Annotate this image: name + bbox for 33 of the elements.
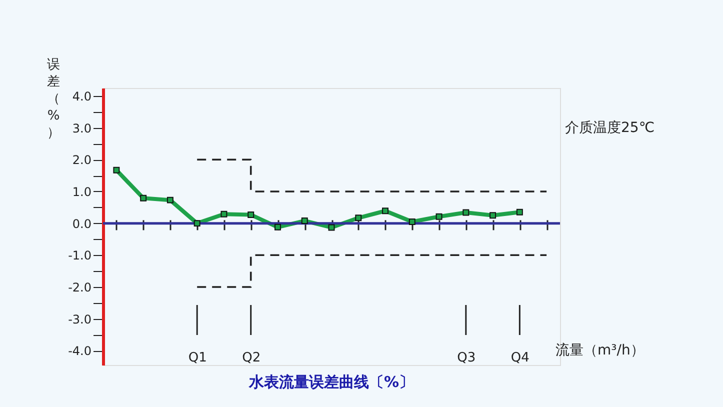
point	[113, 166, 120, 174]
x-axis-title: 流量（m³/h）	[556, 342, 644, 358]
point	[220, 210, 228, 218]
point	[408, 218, 416, 225]
y-tick-label: 1.0	[72, 184, 92, 199]
point	[248, 211, 254, 218]
point	[140, 194, 147, 202]
y-tick-label: -1.0	[68, 248, 92, 263]
text: 介质温度25℃	[565, 120, 655, 136]
y-tick-label: -4.0	[68, 344, 92, 358]
x-tick-label: Q4	[510, 350, 530, 366]
x-tick-label: Q1	[188, 350, 207, 366]
point	[301, 218, 308, 224]
point	[382, 208, 389, 214]
point	[328, 224, 335, 231]
point	[436, 213, 442, 220]
y-tick-label: -3.0	[68, 312, 92, 326]
x-tick-label: Q3	[457, 350, 476, 366]
x-tick-label: Q2	[242, 350, 261, 366]
point	[274, 224, 281, 230]
y-tick-label: 4.0	[72, 89, 92, 104]
y-axis-title: 误差（%）	[47, 58, 60, 140]
y-tick-label: -2.0	[68, 280, 92, 294]
point	[194, 220, 200, 227]
y-tick-label: 0.0	[72, 216, 92, 231]
point	[516, 208, 523, 216]
point	[166, 196, 174, 204]
point	[355, 214, 362, 222]
y-tick-label: 3.0	[72, 121, 92, 136]
point	[462, 209, 470, 216]
y-tick-label: 2.0	[72, 153, 92, 168]
point	[490, 212, 496, 219]
text: 水表流量误差曲线〔%〕	[248, 373, 414, 391]
